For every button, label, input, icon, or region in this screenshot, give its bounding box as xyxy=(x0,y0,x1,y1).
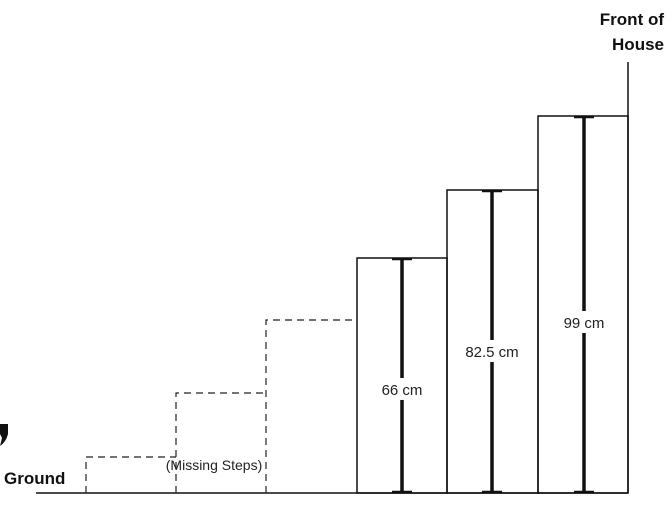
step-3-height-label: 99 cm xyxy=(564,315,605,332)
missing-steps-label: (Missing Steps) xyxy=(166,457,262,473)
missing-steps xyxy=(85,319,356,493)
ground-label: Ground xyxy=(4,469,65,488)
measure-3 xyxy=(574,115,594,494)
front-of-house-label-line2: House xyxy=(612,35,664,54)
missing-step-2 xyxy=(175,392,266,493)
missing-step-1 xyxy=(85,456,176,493)
step-1-height-label: 66 cm xyxy=(382,382,423,399)
stray-mark xyxy=(0,424,8,446)
missing-step-3 xyxy=(265,319,356,493)
front-of-house-label-line1: Front of xyxy=(600,10,665,29)
measure-1 xyxy=(392,257,412,494)
step-2-height-label: 82.5 cm xyxy=(465,344,518,361)
